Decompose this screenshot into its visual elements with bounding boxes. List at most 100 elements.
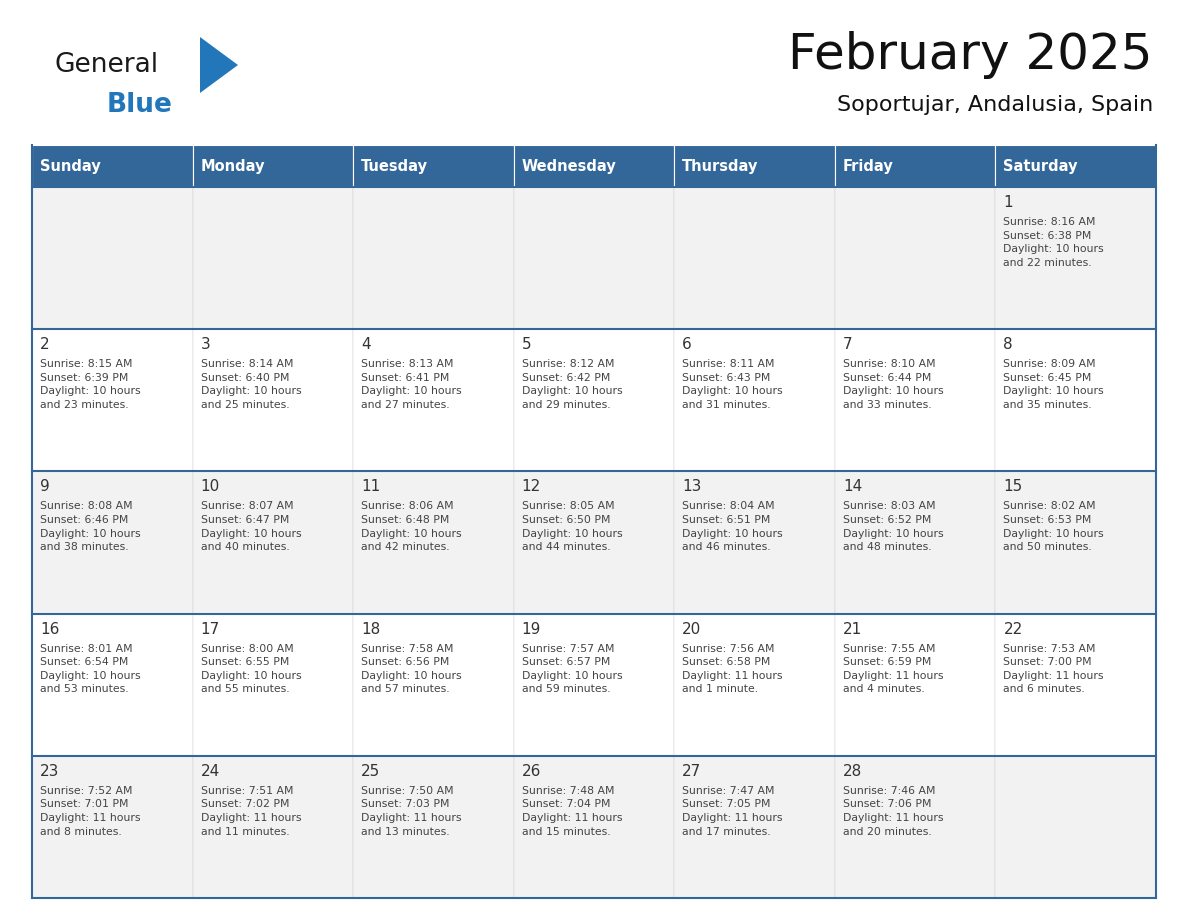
Text: Sunrise: 8:10 AM
Sunset: 6:44 PM
Daylight: 10 hours
and 33 minutes.: Sunrise: 8:10 AM Sunset: 6:44 PM Dayligh…	[842, 359, 943, 410]
Text: Sunrise: 7:48 AM
Sunset: 7:04 PM
Daylight: 11 hours
and 15 minutes.: Sunrise: 7:48 AM Sunset: 7:04 PM Dayligh…	[522, 786, 623, 836]
Text: 17: 17	[201, 621, 220, 636]
Text: Friday: Friday	[842, 159, 893, 174]
Text: 5: 5	[522, 337, 531, 353]
Text: Sunrise: 8:03 AM
Sunset: 6:52 PM
Daylight: 10 hours
and 48 minutes.: Sunrise: 8:03 AM Sunset: 6:52 PM Dayligh…	[842, 501, 943, 553]
Text: 25: 25	[361, 764, 380, 778]
Bar	[835, 187, 996, 330]
Bar	[353, 330, 513, 472]
Text: Sunrise: 8:09 AM
Sunset: 6:45 PM
Daylight: 10 hours
and 35 minutes.: Sunrise: 8:09 AM Sunset: 6:45 PM Dayligh…	[1004, 359, 1104, 410]
Text: 4: 4	[361, 337, 371, 353]
Bar	[513, 613, 675, 756]
Text: 14: 14	[842, 479, 862, 495]
Bar	[353, 472, 513, 613]
Text: Sunrise: 8:12 AM
Sunset: 6:42 PM
Daylight: 10 hours
and 29 minutes.: Sunrise: 8:12 AM Sunset: 6:42 PM Dayligh…	[522, 359, 623, 410]
Text: Sunrise: 8:16 AM
Sunset: 6:38 PM
Daylight: 10 hours
and 22 minutes.: Sunrise: 8:16 AM Sunset: 6:38 PM Dayligh…	[1004, 217, 1104, 268]
Text: Monday: Monday	[201, 159, 265, 174]
Text: General: General	[55, 52, 159, 78]
Text: 11: 11	[361, 479, 380, 495]
Bar	[353, 145, 513, 187]
Text: Sunrise: 7:52 AM
Sunset: 7:01 PM
Daylight: 11 hours
and 8 minutes.: Sunrise: 7:52 AM Sunset: 7:01 PM Dayligh…	[40, 786, 140, 836]
Text: 27: 27	[682, 764, 702, 778]
Text: Saturday: Saturday	[1004, 159, 1078, 174]
Bar	[192, 756, 353, 898]
Text: Sunrise: 8:04 AM
Sunset: 6:51 PM
Daylight: 10 hours
and 46 minutes.: Sunrise: 8:04 AM Sunset: 6:51 PM Dayligh…	[682, 501, 783, 553]
Bar	[996, 756, 1156, 898]
Text: Blue: Blue	[107, 92, 173, 118]
Bar	[513, 187, 675, 330]
Bar	[513, 756, 675, 898]
Bar	[192, 330, 353, 472]
Text: Sunday: Sunday	[40, 159, 101, 174]
Text: 2: 2	[40, 337, 50, 353]
Bar	[835, 145, 996, 187]
Text: 8: 8	[1004, 337, 1013, 353]
Bar	[513, 330, 675, 472]
Text: 6: 6	[682, 337, 693, 353]
Bar	[32, 145, 192, 187]
Text: 9: 9	[40, 479, 50, 495]
Text: 24: 24	[201, 764, 220, 778]
Text: Sunrise: 8:06 AM
Sunset: 6:48 PM
Daylight: 10 hours
and 42 minutes.: Sunrise: 8:06 AM Sunset: 6:48 PM Dayligh…	[361, 501, 462, 553]
Text: 20: 20	[682, 621, 702, 636]
Bar	[192, 472, 353, 613]
Text: Thursday: Thursday	[682, 159, 759, 174]
Bar	[835, 613, 996, 756]
Bar	[675, 187, 835, 330]
Text: 21: 21	[842, 621, 862, 636]
Bar	[32, 187, 192, 330]
Text: 16: 16	[40, 621, 59, 636]
Text: February 2025: February 2025	[789, 31, 1154, 79]
Bar	[192, 613, 353, 756]
Text: 10: 10	[201, 479, 220, 495]
Bar	[513, 472, 675, 613]
Bar	[675, 330, 835, 472]
Text: Tuesday: Tuesday	[361, 159, 428, 174]
Bar	[675, 613, 835, 756]
Text: 28: 28	[842, 764, 862, 778]
Text: Sunrise: 8:15 AM
Sunset: 6:39 PM
Daylight: 10 hours
and 23 minutes.: Sunrise: 8:15 AM Sunset: 6:39 PM Dayligh…	[40, 359, 140, 410]
Text: 1: 1	[1004, 195, 1013, 210]
Text: 12: 12	[522, 479, 541, 495]
Bar	[675, 145, 835, 187]
Bar	[32, 613, 192, 756]
Bar	[996, 330, 1156, 472]
Bar	[835, 472, 996, 613]
Text: 15: 15	[1004, 479, 1023, 495]
Bar	[996, 472, 1156, 613]
Text: 23: 23	[40, 764, 59, 778]
Text: 13: 13	[682, 479, 702, 495]
Bar	[353, 613, 513, 756]
Bar	[192, 145, 353, 187]
Text: Sunrise: 8:01 AM
Sunset: 6:54 PM
Daylight: 10 hours
and 53 minutes.: Sunrise: 8:01 AM Sunset: 6:54 PM Dayligh…	[40, 644, 140, 694]
Text: Sunrise: 8:11 AM
Sunset: 6:43 PM
Daylight: 10 hours
and 31 minutes.: Sunrise: 8:11 AM Sunset: 6:43 PM Dayligh…	[682, 359, 783, 410]
Bar	[996, 613, 1156, 756]
Text: Wednesday: Wednesday	[522, 159, 617, 174]
Text: Sunrise: 7:50 AM
Sunset: 7:03 PM
Daylight: 11 hours
and 13 minutes.: Sunrise: 7:50 AM Sunset: 7:03 PM Dayligh…	[361, 786, 462, 836]
Text: 7: 7	[842, 337, 853, 353]
Text: Sunrise: 8:05 AM
Sunset: 6:50 PM
Daylight: 10 hours
and 44 minutes.: Sunrise: 8:05 AM Sunset: 6:50 PM Dayligh…	[522, 501, 623, 553]
Text: 26: 26	[522, 764, 541, 778]
Bar	[835, 330, 996, 472]
Text: Sunrise: 7:47 AM
Sunset: 7:05 PM
Daylight: 11 hours
and 17 minutes.: Sunrise: 7:47 AM Sunset: 7:05 PM Dayligh…	[682, 786, 783, 836]
Bar	[513, 145, 675, 187]
Text: Sunrise: 7:56 AM
Sunset: 6:58 PM
Daylight: 11 hours
and 1 minute.: Sunrise: 7:56 AM Sunset: 6:58 PM Dayligh…	[682, 644, 783, 694]
Text: Sunrise: 8:00 AM
Sunset: 6:55 PM
Daylight: 10 hours
and 55 minutes.: Sunrise: 8:00 AM Sunset: 6:55 PM Dayligh…	[201, 644, 302, 694]
Bar	[353, 187, 513, 330]
Text: 19: 19	[522, 621, 541, 636]
Text: 22: 22	[1004, 621, 1023, 636]
Bar	[353, 756, 513, 898]
Text: Sunrise: 8:13 AM
Sunset: 6:41 PM
Daylight: 10 hours
and 27 minutes.: Sunrise: 8:13 AM Sunset: 6:41 PM Dayligh…	[361, 359, 462, 410]
Text: Sunrise: 8:07 AM
Sunset: 6:47 PM
Daylight: 10 hours
and 40 minutes.: Sunrise: 8:07 AM Sunset: 6:47 PM Dayligh…	[201, 501, 302, 553]
Bar	[32, 472, 192, 613]
Bar	[675, 756, 835, 898]
Text: Sunrise: 8:08 AM
Sunset: 6:46 PM
Daylight: 10 hours
and 38 minutes.: Sunrise: 8:08 AM Sunset: 6:46 PM Dayligh…	[40, 501, 140, 553]
Text: 18: 18	[361, 621, 380, 636]
Text: 3: 3	[201, 337, 210, 353]
Bar	[32, 330, 192, 472]
Bar	[675, 472, 835, 613]
Polygon shape	[200, 37, 238, 93]
Text: Sunrise: 7:55 AM
Sunset: 6:59 PM
Daylight: 11 hours
and 4 minutes.: Sunrise: 7:55 AM Sunset: 6:59 PM Dayligh…	[842, 644, 943, 694]
Text: Sunrise: 7:46 AM
Sunset: 7:06 PM
Daylight: 11 hours
and 20 minutes.: Sunrise: 7:46 AM Sunset: 7:06 PM Dayligh…	[842, 786, 943, 836]
Bar	[835, 756, 996, 898]
Text: Sunrise: 8:02 AM
Sunset: 6:53 PM
Daylight: 10 hours
and 50 minutes.: Sunrise: 8:02 AM Sunset: 6:53 PM Dayligh…	[1004, 501, 1104, 553]
